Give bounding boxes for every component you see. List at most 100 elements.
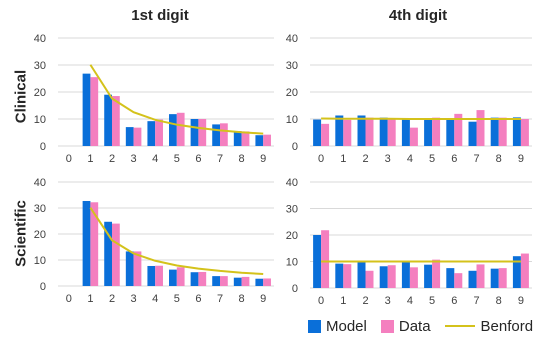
y-tick-label: 20 [34, 229, 46, 241]
col-title-4th-digit: 4th digit [388, 7, 448, 24]
bar-data [387, 118, 396, 146]
x-tick-label: 4 [407, 153, 413, 165]
chart-clinical-1st-digit: 0 10 20 30 40 0 1 2 3 4 5 6 7 8 9 [34, 33, 274, 165]
bar-data [432, 117, 441, 146]
x-tick-label: 9 [518, 153, 524, 165]
bar-model [490, 268, 499, 288]
bar-data [112, 223, 120, 286]
legend-label-data: Data [398, 317, 431, 335]
bar-model [190, 272, 199, 286]
bar-data [112, 96, 120, 146]
bar-data [343, 264, 352, 288]
x-tick-label: 1 [340, 153, 346, 165]
legend-swatch-model [308, 319, 321, 333]
x-tick-label: 7 [473, 295, 479, 307]
bar-model [490, 117, 499, 146]
chart-scientific-4th-digit: 0 10 20 30 40 0 1 2 3 4 5 6 7 8 9 [286, 177, 532, 307]
bar-model [82, 73, 91, 146]
x-tick-label: 2 [362, 295, 368, 307]
x-tick-label: 1 [87, 293, 93, 305]
y-tick-label: 40 [286, 177, 298, 189]
x-tick-label: 5 [429, 153, 435, 165]
bar-model [512, 117, 521, 146]
bar-data [498, 117, 507, 146]
bar-model [335, 263, 344, 288]
bar-model [424, 264, 433, 288]
x-tick-label: 0 [66, 153, 72, 165]
x-tick-label: 4 [152, 153, 158, 165]
x-tick-label: 3 [385, 153, 391, 165]
x-tick-label: 6 [195, 153, 201, 165]
x-tick-label: 8 [496, 295, 502, 307]
x-tick-label: 9 [518, 295, 524, 307]
legend-item-benford: Benford [444, 318, 533, 335]
y-tick-label: 20 [34, 87, 46, 99]
bar-model [446, 119, 455, 146]
bar-model [147, 265, 156, 286]
bar-model [125, 127, 134, 146]
x-tick-label: 8 [496, 153, 502, 165]
x-tick-label: 5 [174, 153, 180, 165]
bar-data [263, 278, 271, 286]
legend: Model Data Benford [308, 315, 537, 337]
bar-data [520, 119, 529, 146]
bar-data [498, 268, 507, 288]
row-title-scientific: Scientific [12, 200, 30, 267]
chart-clinical-4th-digit: 0 10 20 30 40 0 1 2 3 4 5 6 7 8 9 [286, 33, 532, 165]
bar-model [255, 135, 264, 146]
bar-model [335, 115, 344, 146]
bar-model [401, 262, 410, 288]
x-tick-label: 7 [217, 293, 223, 305]
bar-data [454, 273, 463, 288]
bar-data [365, 270, 374, 288]
y-tick-label: 0 [40, 281, 46, 293]
x-tick-label: 4 [152, 293, 158, 305]
y-tick-label: 40 [34, 177, 46, 189]
bar-data [198, 271, 207, 286]
bar-data [454, 113, 463, 146]
bar-data [432, 259, 441, 288]
bar-data [365, 117, 374, 146]
x-tick-label: 2 [109, 293, 115, 305]
y-tick-label: 30 [286, 204, 298, 216]
bar-data [263, 134, 271, 146]
x-tick-label: 9 [260, 153, 266, 165]
bar-model [169, 114, 177, 146]
x-tick-label: 8 [239, 153, 245, 165]
bar-data [409, 267, 418, 288]
x-tick-label: 0 [66, 293, 72, 305]
bar-data [520, 253, 529, 288]
bar-data [133, 251, 142, 286]
benford-line [321, 117, 521, 120]
row-title-clinical: Clinical [12, 69, 30, 124]
bar-data [155, 265, 163, 286]
bar-model [125, 251, 134, 286]
x-tick-label: 3 [385, 295, 391, 307]
bar-data [220, 276, 228, 286]
x-tick-label: 7 [473, 153, 479, 165]
y-tick-label: 10 [286, 257, 298, 269]
x-tick-label: 2 [362, 153, 368, 165]
x-tick-label: 6 [195, 293, 201, 305]
x-tick-label: 8 [239, 293, 245, 305]
x-tick-label: 4 [407, 295, 413, 307]
bar-model [401, 119, 410, 146]
legend-label-model: Model [326, 317, 367, 335]
bar-model [104, 94, 112, 146]
x-tick-label: 5 [174, 293, 180, 305]
x-tick-label: 2 [109, 153, 115, 165]
bar-data [343, 119, 352, 146]
bar-data [90, 202, 99, 286]
col-title-1st-digit: 1st digit [131, 7, 189, 24]
y-tick-label: 30 [286, 60, 298, 72]
bar-data [220, 123, 228, 146]
bar-model [169, 269, 177, 286]
bar-model [212, 276, 220, 286]
y-tick-label: 40 [34, 33, 46, 45]
x-tick-label: 5 [429, 295, 435, 307]
bar-model [357, 262, 366, 288]
bar-data [198, 119, 207, 146]
x-tick-label: 3 [131, 153, 137, 165]
bar-data [409, 127, 418, 146]
